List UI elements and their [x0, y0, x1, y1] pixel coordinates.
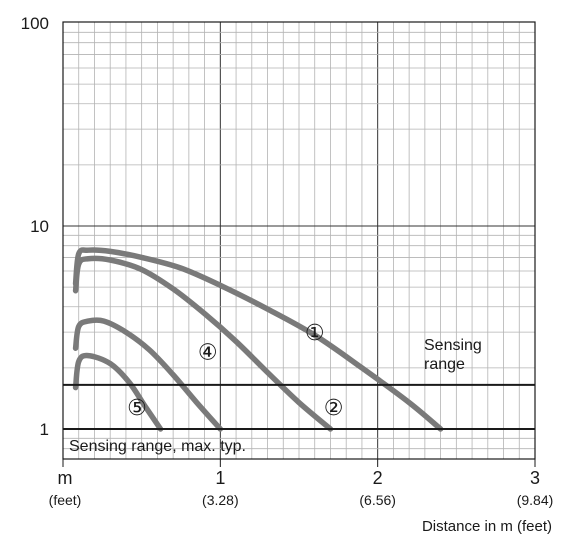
- y-tick-label: 1: [40, 420, 49, 439]
- x-axis-label: Distance in m (feet): [422, 518, 552, 535]
- y-tick-label: 100: [21, 14, 49, 33]
- reference-line-label: Sensing range: [424, 337, 482, 373]
- reference-lines: [63, 383, 535, 430]
- x-tick-label: 1: [215, 468, 225, 488]
- plot-border: [62, 21, 536, 460]
- x-tick-label: m: [58, 468, 73, 488]
- x-tick-label: 2: [373, 468, 383, 488]
- series-curve: [72, 255, 334, 432]
- series-number-label: ①: [305, 320, 325, 345]
- plot-frame: [62, 21, 536, 467]
- series-curve: [72, 317, 224, 432]
- x-tick-label: 3: [530, 468, 540, 488]
- series-number-label: ⑤: [127, 395, 147, 420]
- y-tick-label: 10: [30, 217, 49, 236]
- x-tick-sublabel: (3.28): [202, 492, 239, 508]
- x-tick-sublabel: (6.56): [359, 492, 396, 508]
- reference-line-label: Sensing range, max. typ.: [69, 438, 246, 455]
- series-number-label: ④: [198, 339, 218, 364]
- series-curve: [72, 247, 444, 432]
- x-tick-sublabel: (feet): [49, 492, 82, 508]
- series-number-label: ②: [324, 395, 344, 420]
- series-curve: [72, 352, 164, 432]
- x-tick-sublabel: (9.84): [517, 492, 554, 508]
- chart-series-layer: [72, 247, 444, 432]
- chart-labels: 1 10 100 m (feet) 1 (3.28) 2 (6.56) 3 (9.84) Distan…: [21, 14, 554, 535]
